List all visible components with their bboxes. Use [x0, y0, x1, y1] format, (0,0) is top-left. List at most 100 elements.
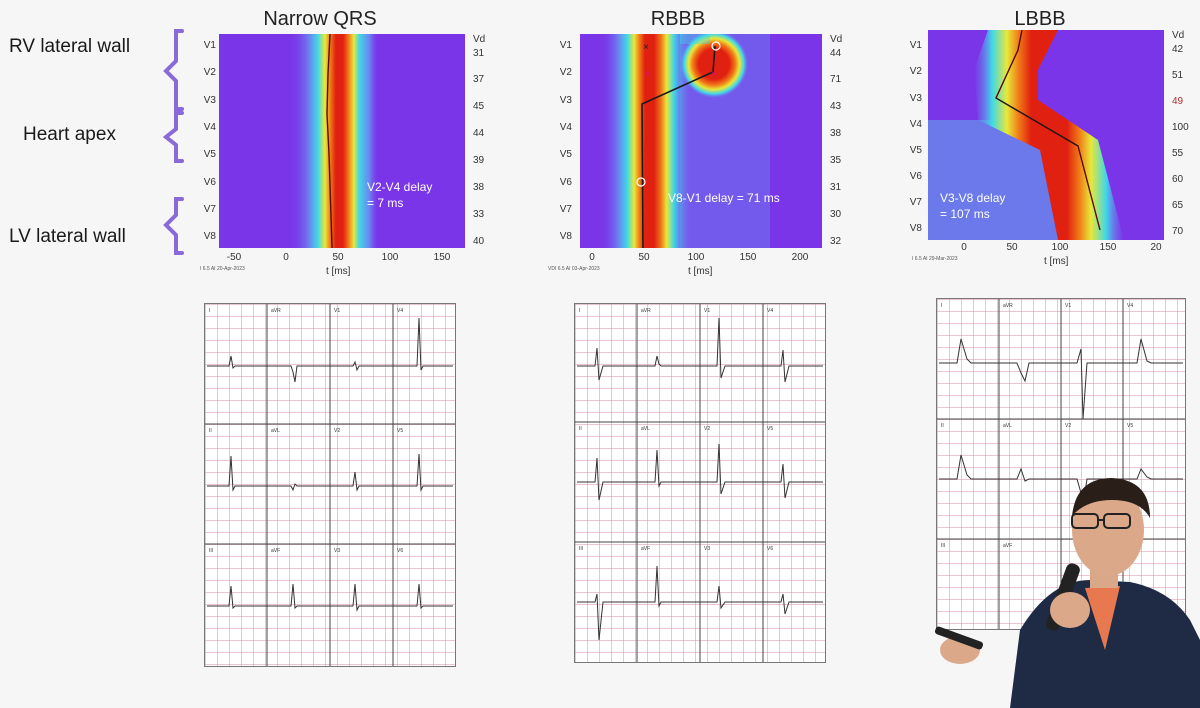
vd-value: 49: [1172, 96, 1184, 107]
lead-label: V8: [559, 231, 572, 242]
map-footer-narrow-qrs: I 6.5 AI 20-Apr-2023: [200, 266, 245, 272]
ecg-lead-label: III: [209, 548, 214, 554]
speaker-head: [1072, 484, 1144, 576]
ecg-lead-label: V1: [704, 308, 711, 314]
glasses-icon: [1071, 513, 1131, 529]
delay-annotation-rbbb: V8-V1 delay = 71 ms: [668, 190, 780, 206]
vd-value: 70: [1172, 226, 1184, 237]
x-tick: 100: [687, 252, 705, 263]
vd-value: 30: [830, 209, 842, 220]
vd-value: 40: [473, 236, 485, 247]
vd-value: 38: [830, 128, 842, 139]
x-tick: 50: [638, 252, 650, 263]
lead-label: V6: [203, 177, 216, 188]
x-tick: 0: [283, 252, 289, 263]
ecg-traces: [575, 304, 825, 662]
lead-label: V2: [203, 67, 216, 78]
svg-text:×: ×: [711, 69, 717, 80]
clicker-icon: [934, 626, 984, 650]
region-label-apex: Heart apex: [23, 124, 116, 145]
ecg-lead-label: aVR: [641, 308, 651, 314]
lead-label: V4: [559, 122, 572, 133]
vd-header: Vd: [473, 34, 486, 45]
x-tick: 0: [961, 242, 967, 253]
ecg-lead-label: V3: [704, 546, 711, 552]
x-tick: 100: [381, 252, 399, 263]
ecg-lead-label: aVF: [271, 548, 281, 554]
lead-label: V1: [909, 40, 922, 51]
ecg-lead-label: V4: [767, 308, 774, 314]
vd-value: 45: [473, 101, 485, 112]
lead-label: V3: [909, 93, 922, 104]
ecg-panel-rbbb: I aVR V1 V4 II aVL V2 V5 III aVF V3 V6: [574, 303, 826, 663]
x-axis-label-narrow-qrs: t [ms]: [326, 266, 351, 277]
vd-value: 71: [830, 74, 842, 85]
vd-value: 42: [1172, 44, 1184, 55]
map-title-lbbb: LBBB: [1014, 8, 1066, 30]
ecg-lead-label: aVL: [1003, 423, 1012, 429]
vd-value: 100: [1172, 122, 1189, 133]
ecg-lead-label: V2: [334, 428, 341, 434]
map-title-narrow-qrs: Narrow QRS: [263, 8, 377, 30]
ecg-lead-label: V5: [397, 428, 404, 434]
ecg-lead-label: aVR: [1003, 303, 1013, 309]
x-tick: -50: [226, 252, 242, 263]
vd-value: 43: [830, 101, 842, 112]
x-tick: 200: [791, 252, 809, 263]
ecg-lead-label: V1: [334, 308, 341, 314]
lead-label: V4: [909, 119, 922, 130]
lead-label: V5: [203, 149, 216, 160]
vd-value: 33: [473, 209, 485, 220]
ecg-lead-label: II: [209, 428, 212, 434]
ecg-lead-label: V6: [397, 548, 404, 554]
lead-label: V6: [559, 177, 572, 188]
vd-value: 51: [1172, 70, 1184, 81]
ecg-lead-label: V5: [767, 426, 774, 432]
ecg-lead-label: V1: [1065, 303, 1072, 309]
x-tick: 20: [1150, 242, 1162, 253]
ecg-lead-label: aVR: [271, 308, 281, 314]
lead-label: V2: [909, 66, 922, 77]
ecg-lead-label: V4: [1127, 303, 1134, 309]
delay-line-2: = 7 ms: [367, 196, 404, 210]
lead-label: V8: [909, 223, 922, 234]
x-tick: 50: [1006, 242, 1018, 253]
vd-header: Vd: [830, 34, 843, 45]
ecg-lead-label: I: [209, 308, 211, 314]
delay-annotation-lbbb: V3-V8 delay = 107 ms: [940, 190, 1005, 222]
delay-line-1: V8-V1 delay = 71 ms: [668, 191, 780, 205]
ecg-traces: [205, 304, 455, 666]
speaker-shirt: [1085, 586, 1120, 650]
region-label-rv: RV lateral wall: [9, 36, 131, 57]
vd-value: 60: [1172, 174, 1184, 185]
vd-value: 35: [830, 155, 842, 166]
lead-label: V8: [203, 231, 216, 242]
vd-value: 38: [473, 182, 485, 193]
lead-label: V5: [909, 145, 922, 156]
ecg-lead-label: V2: [1065, 423, 1072, 429]
svg-text:×: ×: [643, 42, 649, 53]
bracket-lv: [163, 197, 184, 255]
x-tick: 150: [739, 252, 757, 263]
ecg-lead-label: I: [941, 303, 943, 309]
vd-value: 39: [473, 155, 485, 166]
vd-value: 31: [473, 48, 485, 59]
ecg-lead-label: II: [941, 423, 944, 429]
lead-label: V7: [203, 204, 216, 215]
lead-label: V7: [909, 197, 922, 208]
lead-label: V6: [909, 171, 922, 182]
ecg-lead-label: V5: [1127, 423, 1134, 429]
bracket-rv: [163, 29, 184, 111]
speaker-hand: [1050, 592, 1090, 628]
speaker-hair: [1072, 478, 1150, 518]
bracket-apex: [162, 111, 184, 163]
vd-value: 37: [473, 74, 485, 85]
ecg-lead-label: III: [579, 546, 584, 552]
ecg-lead-label: V6: [767, 546, 774, 552]
delay-line-1: V3-V8 delay: [940, 191, 1006, 205]
x-axis-label-lbbb: t [ms]: [1044, 256, 1069, 267]
lead-label: V1: [559, 40, 572, 51]
ecg-lead-label: III: [941, 543, 946, 549]
speaker-photo: [934, 478, 1200, 708]
vd-value: 44: [830, 48, 842, 59]
